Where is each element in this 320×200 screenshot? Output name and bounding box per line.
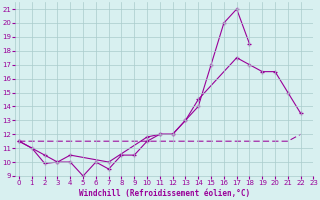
X-axis label: Windchill (Refroidissement éolien,°C): Windchill (Refroidissement éolien,°C) bbox=[79, 189, 250, 198]
